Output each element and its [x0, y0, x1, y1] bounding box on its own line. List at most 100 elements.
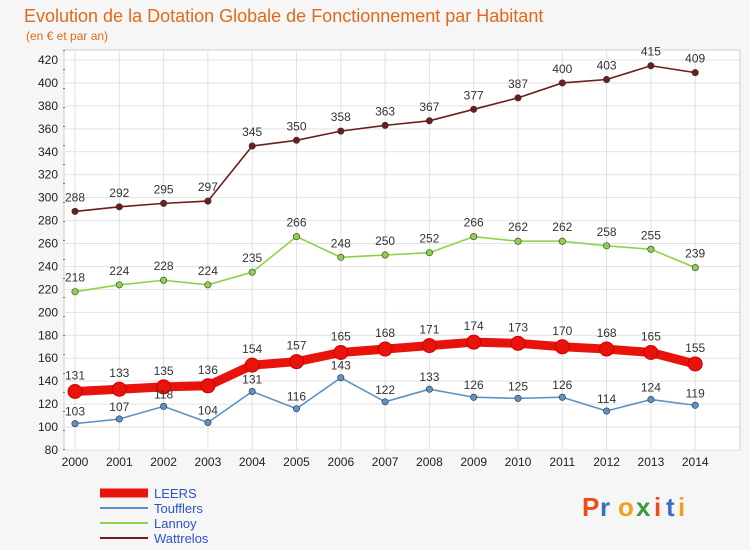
data-point-toufflers — [425, 385, 433, 393]
data-point-lannoy — [160, 276, 168, 284]
data-label-lannoy: 224 — [198, 264, 218, 278]
brand-letter: x — [636, 492, 651, 522]
data-point-wattrelos — [603, 76, 611, 84]
data-label-wattrelos: 288 — [65, 190, 85, 204]
legend-label-toufflers: Toufflers — [154, 501, 203, 516]
data-label-lannoy: 262 — [552, 220, 572, 234]
data-point-wattrelos — [337, 127, 345, 135]
data-label-toufflers: 114 — [597, 392, 616, 406]
data-point-leers — [687, 356, 703, 372]
data-point-lannoy — [470, 233, 478, 241]
data-point-toufflers — [248, 387, 256, 395]
data-point-lannoy — [691, 264, 699, 272]
y-tick-label: 220 — [38, 282, 58, 296]
y-tick-label: 400 — [38, 76, 58, 90]
data-label-lannoy: 224 — [109, 264, 129, 278]
chart-title: Evolution de la Dotation Globale de Fonc… — [24, 6, 543, 26]
chart-subtitle: (en € et par an) — [26, 29, 108, 43]
data-label-lannoy: 255 — [641, 228, 661, 242]
data-point-toufflers — [603, 407, 611, 415]
data-label-lannoy: 266 — [286, 216, 306, 230]
legend-label-wattrelos: Wattrelos — [154, 531, 209, 546]
data-label-lannoy: 218 — [65, 271, 85, 285]
data-label-lannoy: 258 — [597, 225, 617, 239]
data-point-wattrelos — [160, 199, 168, 207]
data-point-toufflers — [470, 393, 478, 401]
data-label-toufflers: 124 — [641, 381, 661, 395]
data-point-wattrelos — [204, 197, 212, 205]
data-label-toufflers: 122 — [375, 383, 395, 397]
data-label-toufflers: 125 — [508, 379, 528, 393]
data-label-leers: 174 — [464, 319, 484, 333]
data-label-toufflers: 126 — [552, 378, 572, 392]
data-label-wattrelos: 400 — [552, 62, 572, 76]
data-point-leers — [244, 357, 260, 373]
x-tick-label: 2012 — [593, 455, 620, 469]
data-point-lannoy — [647, 245, 655, 253]
data-point-lannoy — [558, 237, 566, 245]
data-point-leers — [466, 334, 482, 350]
x-tick-label: 2008 — [416, 455, 443, 469]
data-label-wattrelos: 377 — [464, 88, 484, 102]
data-point-toufflers — [115, 415, 123, 423]
data-point-wattrelos — [691, 69, 699, 77]
y-tick-label: 320 — [38, 168, 58, 182]
brand-letter: o — [618, 492, 634, 522]
data-label-wattrelos: 363 — [375, 104, 395, 118]
data-label-leers: 170 — [552, 324, 572, 338]
data-point-wattrelos — [647, 62, 655, 70]
y-tick-label: 340 — [38, 145, 58, 159]
brand-letter: i — [678, 492, 685, 522]
y-tick-label: 300 — [38, 191, 58, 205]
data-label-toufflers: 103 — [65, 405, 85, 419]
data-point-wattrelos — [425, 117, 433, 125]
x-tick-label: 2006 — [327, 455, 354, 469]
data-point-toufflers — [514, 394, 522, 402]
data-point-lannoy — [71, 288, 79, 296]
x-tick-label: 2014 — [682, 455, 709, 469]
data-label-lannoy: 248 — [331, 236, 351, 250]
data-label-leers: 154 — [242, 342, 262, 356]
data-point-lannoy — [115, 281, 123, 289]
data-label-wattrelos: 367 — [419, 100, 439, 114]
data-point-leers — [421, 338, 437, 354]
data-point-toufflers — [337, 374, 345, 382]
data-point-leers — [377, 341, 393, 357]
data-label-lannoy: 262 — [508, 220, 528, 234]
x-tick-label: 2003 — [195, 455, 222, 469]
data-point-toufflers — [292, 405, 300, 413]
data-point-toufflers — [204, 418, 212, 426]
data-point-leers — [510, 335, 526, 351]
data-label-leers: 165 — [331, 330, 351, 344]
data-point-toufflers — [558, 393, 566, 401]
data-label-wattrelos: 403 — [597, 59, 617, 73]
data-point-toufflers — [691, 401, 699, 409]
brand-letter: r — [600, 492, 610, 522]
data-point-lannoy — [425, 249, 433, 257]
data-point-leers — [289, 354, 304, 370]
data-point-wattrelos — [470, 105, 478, 113]
data-point-lannoy — [381, 251, 389, 259]
y-tick-label: 140 — [38, 374, 58, 388]
data-label-lannoy: 250 — [375, 234, 395, 248]
y-tick-label: 360 — [38, 122, 58, 136]
data-label-leers: 155 — [685, 341, 705, 355]
x-tick-label: 2005 — [283, 455, 310, 469]
data-point-lannoy — [204, 281, 212, 289]
data-label-toufflers: 107 — [109, 400, 129, 414]
data-point-leers — [67, 384, 83, 399]
x-tick-label: 2000 — [62, 455, 89, 469]
y-tick-label: 120 — [38, 397, 58, 411]
legend-label-leers: LEERS — [154, 486, 197, 501]
data-label-leers: 173 — [508, 320, 528, 334]
data-label-lannoy: 228 — [154, 259, 174, 273]
data-label-wattrelos: 295 — [154, 182, 174, 196]
data-label-wattrelos: 358 — [331, 110, 351, 124]
y-tick-label: 180 — [38, 328, 58, 342]
data-label-lannoy: 239 — [685, 247, 705, 261]
data-label-leers: 168 — [375, 326, 395, 340]
data-label-leers: 157 — [286, 339, 306, 353]
data-label-toufflers: 118 — [154, 387, 173, 401]
data-label-toufflers: 143 — [331, 359, 351, 373]
data-point-wattrelos — [248, 142, 256, 150]
